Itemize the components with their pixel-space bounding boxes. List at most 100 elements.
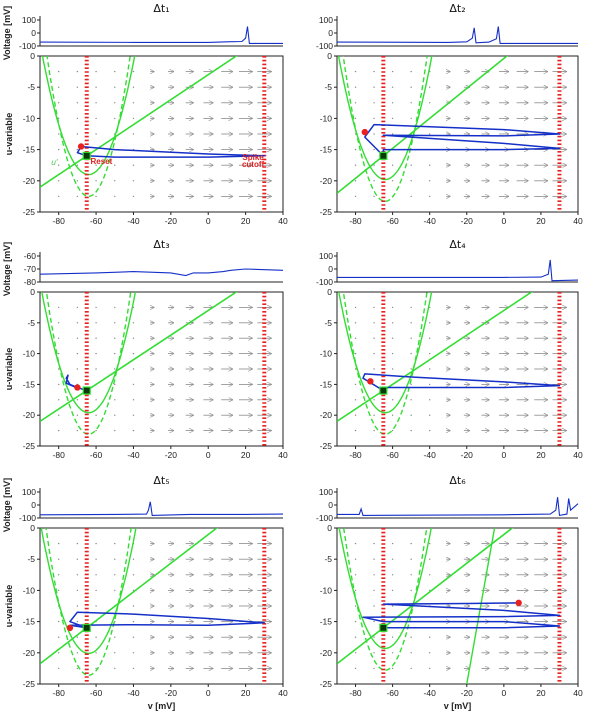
vector-field-dot xyxy=(95,589,97,592)
phase-x-tick-label: -60 xyxy=(386,216,399,226)
phase-x-tick-label: -60 xyxy=(386,688,399,698)
fixed-point-marker xyxy=(379,151,388,160)
vector-field-dot xyxy=(76,164,79,166)
state-point xyxy=(77,143,85,150)
u-nullcline xyxy=(40,56,238,188)
fixed-point-marker xyxy=(379,386,388,395)
vector-field-dot xyxy=(428,558,431,560)
vector-field-dot xyxy=(428,86,431,88)
vector-field-dot xyxy=(428,322,431,324)
vector-field-dot xyxy=(132,337,135,339)
vector-field-dot xyxy=(354,180,357,182)
vector-field-dot xyxy=(57,337,60,339)
phase-x-tick-label: -60 xyxy=(386,450,399,460)
vector-field-dot xyxy=(354,399,357,401)
phase-x-tick-label: -20 xyxy=(165,450,178,460)
vector-field-dot xyxy=(57,542,60,545)
vector-field-dot xyxy=(114,117,116,120)
vector-field-dot xyxy=(132,86,135,88)
phase-y-tick-label: -25 xyxy=(23,679,36,689)
vector-field-dot xyxy=(428,652,431,654)
vector-field-dot xyxy=(95,117,97,120)
vector-field-dot xyxy=(391,652,394,654)
u-nullcline xyxy=(337,56,509,194)
vector-field-dot xyxy=(391,70,394,73)
vector-field-dot xyxy=(132,322,135,324)
vector-field-dot xyxy=(132,667,135,670)
vector-field-dot xyxy=(76,102,79,104)
voltage-y-label: Voltage [mV] xyxy=(2,6,12,60)
phase-x-tick-label: 20 xyxy=(241,216,251,226)
vector-field-dot xyxy=(132,70,135,73)
vector-field-dot xyxy=(95,605,97,607)
vector-field-dot xyxy=(373,148,375,151)
vector-field-dot xyxy=(95,368,97,370)
vector-field-dot xyxy=(410,574,412,576)
vector-field-dot xyxy=(391,605,394,607)
vector-field-dot xyxy=(354,102,357,104)
vector-field-dot xyxy=(57,180,60,182)
vector-field-dot xyxy=(76,368,79,370)
phase-content xyxy=(337,292,578,446)
phase-y-tick-label: -5 xyxy=(27,82,35,92)
phase-y-tick-label: -20 xyxy=(320,176,333,186)
panel-title: Δt₆ xyxy=(449,474,466,487)
vector-field-dot xyxy=(391,589,394,592)
u-nullcline xyxy=(40,528,219,665)
fixed-point-marker xyxy=(82,151,91,160)
vector-field-dot xyxy=(114,652,116,654)
vector-field-dot xyxy=(132,352,135,355)
vector-field-dot xyxy=(410,117,412,120)
phase-x-tick-label: 0 xyxy=(206,216,211,226)
vector-field-dot xyxy=(95,164,97,166)
vector-field-dot xyxy=(57,558,60,560)
vector-field-dot xyxy=(373,164,375,166)
phase-x-tick-label: 40 xyxy=(278,450,288,460)
vector-field-dot xyxy=(410,70,412,73)
vector-field-dot xyxy=(57,86,60,88)
phase-y-tick-label: -10 xyxy=(320,349,333,359)
u-nullcline xyxy=(337,528,514,665)
phase-x-tick-label: 0 xyxy=(501,688,506,698)
fixed-point-marker xyxy=(82,623,91,632)
v-nullcline-shifted xyxy=(46,56,131,198)
vector-field-dot xyxy=(373,102,375,104)
panel-title: Δt₂ xyxy=(449,2,465,15)
vector-field-dot xyxy=(132,102,135,104)
phase-x-tick-label: -20 xyxy=(165,688,178,698)
voltage-y-tick-label: -100 xyxy=(316,513,333,523)
vector-field-dot xyxy=(114,180,116,182)
vector-field-dot xyxy=(57,352,60,355)
vector-field-dot xyxy=(410,195,412,198)
vector-field-dot xyxy=(76,70,79,73)
phase-x-tick-label: 40 xyxy=(573,216,583,226)
vector-field-dot xyxy=(391,180,394,182)
vector-field-dot xyxy=(57,399,60,401)
vector-field-dot xyxy=(410,102,412,104)
vector-field-dot xyxy=(410,180,412,182)
vector-field-dot xyxy=(428,352,431,355)
vector-field-dot xyxy=(57,574,60,576)
phase-y-tick-label: -5 xyxy=(324,318,332,328)
vector-field-dot xyxy=(114,70,116,73)
phase-x-tick-label: 20 xyxy=(536,688,546,698)
vector-field-dot xyxy=(57,414,60,416)
phase-y-tick-label: -20 xyxy=(320,410,333,420)
phase-y-tick-label: 0 xyxy=(327,51,332,61)
vector-field-dot xyxy=(428,429,431,432)
vector-field-dot xyxy=(373,306,375,309)
phase-y-tick-label: -25 xyxy=(320,441,333,451)
vector-field-dot xyxy=(95,429,97,432)
vector-field-dot xyxy=(76,414,79,416)
phase-x-tick-label: -80 xyxy=(349,216,362,226)
vector-field-dot xyxy=(57,148,60,151)
vector-field-dot xyxy=(114,589,116,592)
vector-field-dot xyxy=(410,589,412,592)
vector-field-dot xyxy=(76,195,79,198)
vector-field-dot xyxy=(76,558,79,560)
phase-y-tick-label: -15 xyxy=(320,617,333,627)
voltage-y-tick-label: 0 xyxy=(31,500,36,510)
